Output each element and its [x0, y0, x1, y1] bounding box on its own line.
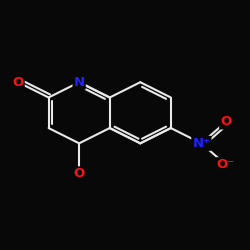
Text: O: O [220, 116, 232, 128]
Text: N: N [74, 76, 85, 89]
Text: O: O [12, 76, 24, 89]
Text: O: O [74, 168, 85, 180]
Text: N⁺: N⁺ [192, 137, 210, 150]
Text: O⁻: O⁻ [217, 158, 235, 171]
